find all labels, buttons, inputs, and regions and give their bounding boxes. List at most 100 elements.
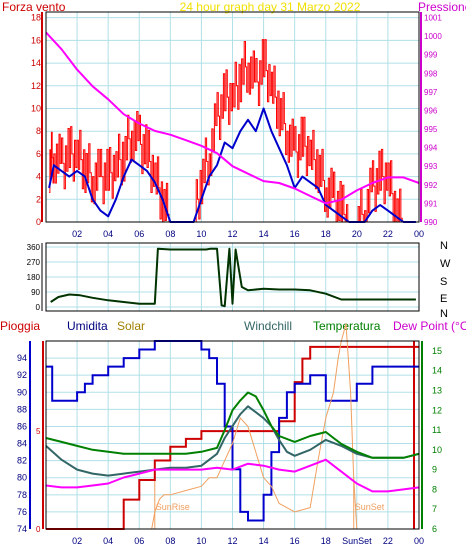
wind-x-tick-label: 12 (227, 229, 237, 239)
temperature-x-tick-label: 02 (72, 536, 82, 546)
wind-y-tick-label: 12 (31, 81, 41, 91)
temperature-x-tick-label: 14 (259, 536, 269, 546)
wind-y-tick-label: 16 (31, 35, 41, 45)
humidity-y-tick-label: 86 (17, 421, 27, 431)
pressure-y-tick-label: 990 (424, 218, 438, 227)
temperature-y-tick-label: 10 (432, 445, 442, 455)
temperature-y-tick-label: 14 (432, 366, 442, 376)
pressure-y-tick-label: 996 (424, 106, 438, 115)
pressure-y-tick-label: 994 (424, 144, 438, 153)
temperature-y-tick-label: 7 (432, 504, 437, 514)
temperature-y-tick-label: 12 (432, 405, 442, 415)
wind-plot-frame (45, 11, 420, 223)
wind-x-tick-label: 22 (383, 229, 393, 239)
pressure-y-tick-label: 1000 (424, 32, 442, 41)
pressure-axis-label: Pressione (418, 0, 466, 14)
pressure-y-tick-label: 999 (424, 51, 438, 60)
wind-axis-label: Forza vento (2, 0, 66, 14)
rain-y-tick-label: 0 (36, 525, 41, 534)
wind-x-tick-label: 10 (196, 229, 206, 239)
direction-y-tick-label: 270 (27, 258, 41, 267)
sun-marker-label: SunRise (156, 502, 190, 512)
sun-marker-label: SunSet (355, 502, 385, 512)
temperature-x-tick-label: 08 (165, 536, 175, 546)
temperature-x-tick-label: 12 (227, 536, 237, 546)
temperature-y-tick-label: 8 (432, 484, 437, 494)
compass-label-s: S (440, 276, 447, 288)
temperature-grid (46, 341, 420, 530)
temperature-x-tick-label: 16 (290, 536, 300, 546)
temperature-x-tick-label: 04 (103, 536, 113, 546)
direction-line (50, 247, 416, 308)
temperature-y-tick-label: 13 (432, 385, 442, 395)
temperature-x-tick-label: SunSet (342, 536, 372, 546)
dewpoint-line (45, 458, 420, 493)
temperature-line (45, 391, 420, 459)
wind-x-tick-label: 20 (352, 229, 362, 239)
series-label: Dew Point (°C) (393, 319, 466, 333)
temperature-y-tick-label: 6 (432, 524, 437, 534)
humidity-y-tick-label: 78 (17, 490, 27, 500)
direction-plot-frame (45, 242, 420, 312)
wind-y-tick-label: 0 (36, 217, 41, 227)
series-label: Temperatura (313, 319, 381, 333)
pressure-y-tick-label: 997 (424, 88, 438, 97)
wind-y-tick-label: 18 (31, 13, 41, 23)
humidity-y-tick-label: 74 (17, 524, 27, 534)
humidity-y-tick-label: 82 (17, 456, 27, 466)
pressure-y-tick-label: 992 (424, 181, 438, 190)
humidity-y-tick-label: 84 (17, 439, 27, 449)
rain-y-tick-label: 5 (36, 427, 41, 436)
wind-y-tick-label: 2 (36, 194, 41, 204)
humidity-y-tick-label: 88 (17, 404, 27, 414)
direction-y-tick-label: 0 (36, 303, 41, 312)
humidity-y-tick-label: 92 (17, 370, 27, 380)
pressure-y-tick-label: 993 (424, 162, 438, 171)
compass-label-n: N (440, 240, 448, 252)
humidity-y-tick-label: 90 (17, 387, 27, 397)
direction-series (50, 247, 416, 308)
pressure-y-tick-label: 991 (424, 199, 438, 208)
pressure-y-tick-label: 995 (424, 125, 438, 134)
direction-y-tick-label: 90 (31, 288, 40, 297)
wind-axis-ticks: 02 04 06 08 10 12 14 16 18 20 22 000246810121416189… (31, 12, 442, 239)
rain-line (46, 345, 419, 530)
series-label: Solar (117, 319, 145, 333)
wind-grid (46, 12, 420, 223)
direction-y-tick-label: 180 (27, 273, 41, 282)
wind-x-tick-label: 14 (259, 229, 269, 239)
temperature-humidity-chart: Pioggia Umidita Solar Windchill Temperatura D… (0, 319, 466, 546)
temperature-y-tick-label: 15 (432, 346, 442, 356)
series-label: Pioggia (0, 319, 40, 333)
wind-y-tick-label: 4 (36, 172, 41, 182)
wind-y-tick-label: 8 (36, 126, 41, 136)
wind-x-tick-label: 06 (134, 229, 144, 239)
humidity-y-tick-label: 94 (17, 353, 27, 363)
wind-x-tick-label: 04 (103, 229, 113, 239)
temperature-axis-ticks: 02 04 06 08 10 12 14 16 18 SunSet 22 00747678808284… (17, 341, 442, 546)
wind-y-tick-label: 6 (36, 149, 41, 159)
windchill-line (45, 405, 420, 477)
wind-x-tick-label: 02 (72, 229, 82, 239)
temperature-x-tick-label: 22 (383, 536, 393, 546)
temperature-x-tick-label: 18 (321, 536, 331, 546)
temperature-x-tick-label: 06 (134, 536, 144, 546)
temperature-y-tick-label: 11 (432, 425, 441, 435)
wind-y-tick-label: 10 (31, 103, 41, 113)
humidity-y-tick-label: 76 (17, 507, 27, 517)
series-label: Umidita (67, 319, 108, 333)
compass-label-e: E (440, 293, 447, 305)
temperature-x-tick-label: 00 (414, 536, 424, 546)
wind-y-tick-label: 14 (31, 58, 41, 68)
temperature-series: SunRise SunSet (45, 323, 420, 530)
pressure-y-tick-label: 1001 (424, 14, 442, 23)
chart-title: 24 hour graph day 31 Marzo 2022 (180, 0, 361, 14)
series-label: Windchill (244, 319, 292, 333)
humidity-y-tick-label: 80 (17, 473, 27, 483)
pressure-line (45, 31, 420, 205)
wind-x-tick-label: 16 (290, 229, 300, 239)
direction-y-tick-label: 360 (27, 243, 41, 252)
